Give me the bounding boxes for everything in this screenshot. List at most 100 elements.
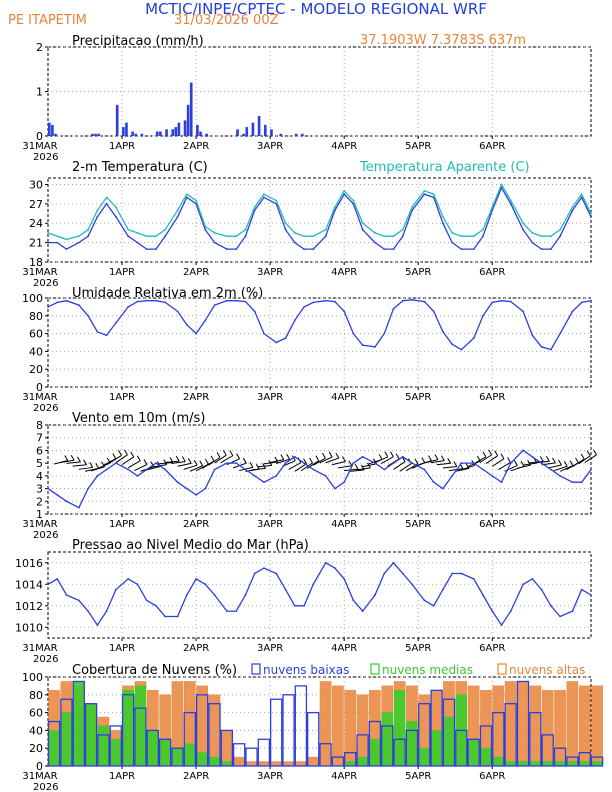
data-point [559, 475, 561, 477]
cloud-bar-nuvens-baixas [541, 734, 554, 767]
wind-barb [578, 455, 591, 465]
precip-bar [94, 133, 97, 136]
data-point [164, 615, 167, 618]
x-tick-label: 4APR [331, 771, 357, 782]
precip-bar [294, 133, 298, 136]
cloud-bar-nuvens-baixas [307, 711, 320, 767]
data-point [522, 583, 524, 586]
data-point [164, 235, 167, 238]
data-point [244, 468, 247, 471]
y-tick-label: 7 [36, 432, 43, 445]
data-point [571, 310, 574, 313]
wind-barb [146, 466, 161, 471]
wind-barb-flag [348, 460, 353, 467]
wind-barb-flag [569, 460, 574, 466]
precip-bar [134, 133, 138, 136]
wind-barb [60, 459, 75, 464]
data-point [324, 235, 327, 238]
y-tick-label: 1 [36, 86, 43, 99]
x-tick-label: 4APR [331, 392, 357, 403]
cloud-bar-nuvens-medias [196, 752, 208, 767]
data-point [590, 215, 592, 218]
precip-bar [140, 133, 144, 136]
main-title: MCTIC/INPE/CPTEC - MODELO REGIONAL WRF [145, 0, 487, 18]
plot-frame [47, 177, 592, 263]
data-point [127, 306, 130, 308]
wind-barb [276, 458, 290, 464]
data-point [550, 248, 552, 251]
cloud-bar-nuvens-altas [504, 681, 517, 767]
data-point [491, 610, 494, 612]
data-point [550, 604, 552, 607]
wind-barb-flag [507, 457, 512, 463]
wind-barb-flag [89, 462, 94, 468]
x-tick-label: 5APR [405, 392, 431, 403]
wind-barb [319, 456, 333, 464]
cloud-bar-nuvens-baixas [146, 729, 159, 767]
y-tick-label: 100 [22, 292, 43, 305]
wind-barb [393, 461, 406, 470]
data-point [275, 475, 278, 477]
series-line-2-m-temperatura-c- [48, 186, 592, 250]
data-point [213, 594, 216, 596]
cloud-bar-nuvens-medias [356, 756, 369, 767]
data-point [145, 248, 148, 251]
data-point [559, 615, 561, 618]
data-point [293, 232, 296, 234]
x-tick-label: 2APR [183, 141, 209, 152]
cloud-bar-nuvens-baixas [479, 725, 493, 767]
wind-barb [257, 464, 272, 468]
data-point [263, 481, 265, 484]
wind-barb-flag [280, 454, 285, 460]
data-point [383, 468, 386, 471]
wind-barb [91, 466, 105, 472]
y-tick-label: 1012 [15, 600, 43, 613]
data-point [293, 604, 296, 607]
data-point [293, 455, 296, 458]
data-point [334, 206, 336, 209]
data-point [590, 594, 592, 596]
cloud-bar-nuvens-baixas [393, 738, 406, 767]
cloud-bar-nuvens-altas [578, 685, 591, 767]
x-tick-label: 4APR [331, 267, 357, 278]
data-point [244, 300, 247, 303]
data-point [78, 304, 80, 306]
wind-barb-flag [309, 457, 313, 464]
data-point [460, 235, 463, 238]
wind-barb-flag [421, 457, 426, 463]
data-point [213, 232, 216, 234]
data-point [65, 248, 68, 251]
data-point [460, 348, 463, 351]
precip-bar [159, 131, 162, 136]
data-point [324, 475, 327, 477]
cloud-bar-nuvens-medias [171, 747, 184, 767]
data-point [185, 196, 188, 199]
wind-barb [485, 455, 498, 464]
cloud-bar-nuvens-baixas [47, 720, 61, 767]
data-point [361, 610, 364, 612]
x-tick-label: 1APR [109, 771, 135, 782]
cloud-bar-nuvens-baixas [578, 752, 591, 767]
data-point [451, 232, 454, 234]
y-tick-label: 1014 [15, 578, 43, 591]
data-point [361, 455, 364, 458]
x-tick-label: 3APR [257, 519, 283, 530]
data-point [195, 494, 198, 496]
panel-title: Umidade Relativa em 2m (%) [72, 286, 263, 301]
data-point [176, 481, 179, 484]
data-point [423, 599, 426, 602]
data-point [550, 235, 552, 238]
y-tick-label: 27 [29, 198, 43, 211]
data-point [185, 487, 188, 490]
cloud-bar-nuvens-medias [566, 761, 579, 767]
x-tick-label: 1APR [109, 643, 135, 654]
data-point [580, 301, 583, 304]
data-point [312, 235, 315, 238]
cloud-bar-nuvens-baixas [405, 729, 419, 767]
data-point [195, 199, 198, 202]
cloud-bar-nuvens-baixas [529, 711, 542, 767]
wind-barb-flag [136, 455, 141, 461]
y-tick-label: 1016 [15, 557, 43, 570]
wind-barb [535, 460, 550, 464]
y-tick-label: 5 [36, 457, 43, 470]
